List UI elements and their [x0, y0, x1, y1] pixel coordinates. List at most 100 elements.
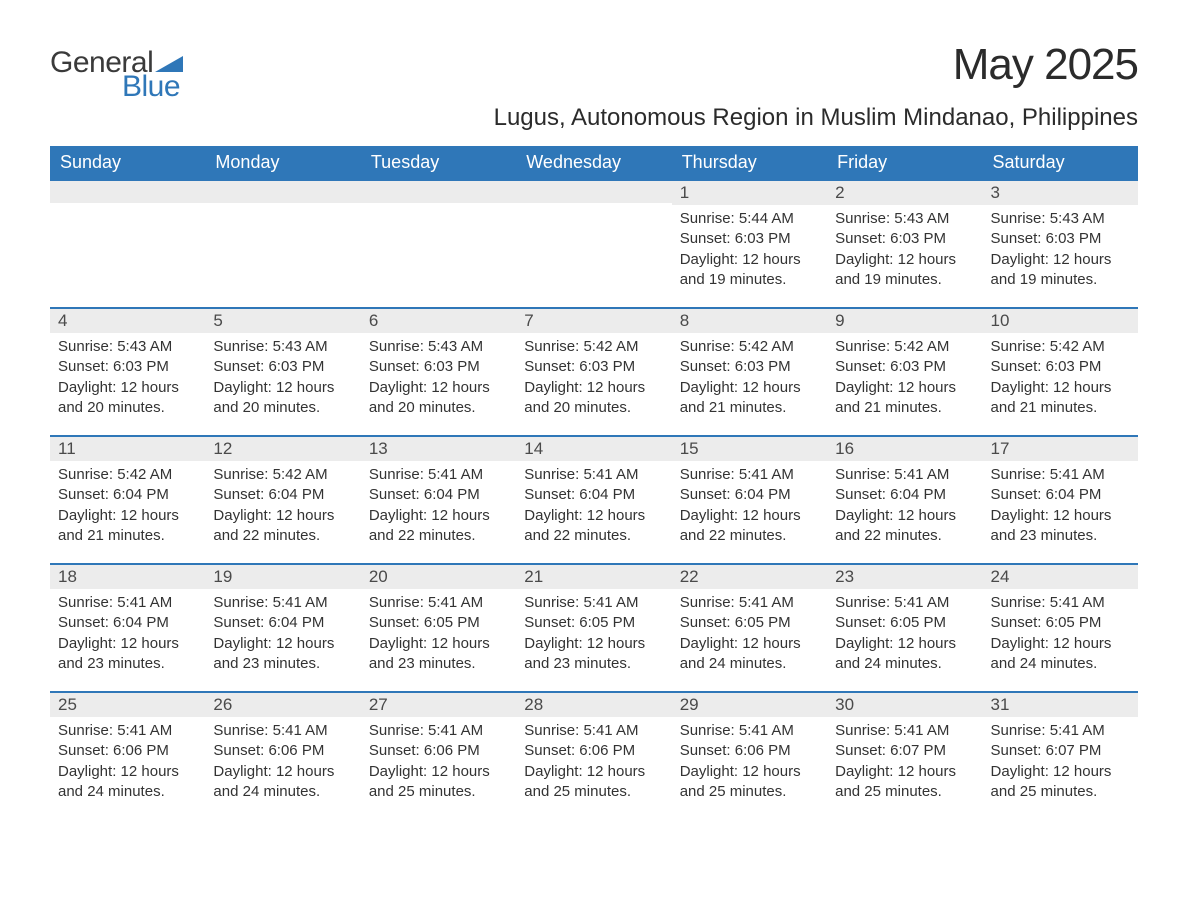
daylight-line2: and 23 minutes. — [369, 654, 508, 674]
calendar-week-row: 4Sunrise: 5:43 AMSunset: 6:03 PMDaylight… — [50, 307, 1138, 435]
daylight-line2: and 23 minutes. — [524, 654, 663, 674]
sunset-text: Sunset: 6:03 PM — [835, 229, 974, 249]
daylight-line1: Daylight: 12 hours — [680, 634, 819, 654]
day-body: Sunrise: 5:41 AMSunset: 6:07 PMDaylight:… — [827, 717, 982, 808]
day-body: Sunrise: 5:41 AMSunset: 6:05 PMDaylight:… — [983, 589, 1138, 680]
day-number: 6 — [361, 309, 516, 333]
day-body: Sunrise: 5:42 AMSunset: 6:04 PMDaylight:… — [205, 461, 360, 552]
daylight-line2: and 20 minutes. — [213, 398, 352, 418]
day-number-row: 17 — [983, 435, 1138, 461]
day-body: Sunrise: 5:42 AMSunset: 6:04 PMDaylight:… — [50, 461, 205, 552]
sunset-text: Sunset: 6:03 PM — [369, 357, 508, 377]
day-body: Sunrise: 5:42 AMSunset: 6:03 PMDaylight:… — [983, 333, 1138, 424]
weekday-header: Friday — [827, 146, 982, 179]
daylight-line2: and 21 minutes. — [991, 398, 1130, 418]
calendar-day-cell — [50, 179, 205, 307]
weekday-header: Sunday — [50, 146, 205, 179]
day-number: 24 — [983, 565, 1138, 589]
day-number-row: 10 — [983, 307, 1138, 333]
day-body: Sunrise: 5:41 AMSunset: 6:05 PMDaylight:… — [827, 589, 982, 680]
sunset-text: Sunset: 6:06 PM — [680, 741, 819, 761]
sunset-text: Sunset: 6:03 PM — [991, 229, 1130, 249]
day-number-row: 6 — [361, 307, 516, 333]
daylight-line2: and 21 minutes. — [58, 526, 197, 546]
calendar-header-row: SundayMondayTuesdayWednesdayThursdayFrid… — [50, 146, 1138, 179]
sunset-text: Sunset: 6:06 PM — [369, 741, 508, 761]
day-number: 7 — [516, 309, 671, 333]
day-body: Sunrise: 5:42 AMSunset: 6:03 PMDaylight:… — [827, 333, 982, 424]
day-number-row: 16 — [827, 435, 982, 461]
calendar-day-cell: 7Sunrise: 5:42 AMSunset: 6:03 PMDaylight… — [516, 307, 671, 435]
sunrise-text: Sunrise: 5:43 AM — [835, 209, 974, 229]
sunset-text: Sunset: 6:06 PM — [58, 741, 197, 761]
calendar-week-row: 25Sunrise: 5:41 AMSunset: 6:06 PMDayligh… — [50, 691, 1138, 819]
calendar-table: SundayMondayTuesdayWednesdayThursdayFrid… — [50, 146, 1138, 819]
daylight-line1: Daylight: 12 hours — [213, 762, 352, 782]
daylight-line2: and 22 minutes. — [213, 526, 352, 546]
sunrise-text: Sunrise: 5:41 AM — [213, 721, 352, 741]
daylight-line1: Daylight: 12 hours — [680, 506, 819, 526]
calendar-day-cell: 10Sunrise: 5:42 AMSunset: 6:03 PMDayligh… — [983, 307, 1138, 435]
sunrise-text: Sunrise: 5:41 AM — [58, 721, 197, 741]
calendar-day-cell: 20Sunrise: 5:41 AMSunset: 6:05 PMDayligh… — [361, 563, 516, 691]
calendar-day-cell: 6Sunrise: 5:43 AMSunset: 6:03 PMDaylight… — [361, 307, 516, 435]
day-body: Sunrise: 5:41 AMSunset: 6:04 PMDaylight:… — [516, 461, 671, 552]
sunset-text: Sunset: 6:03 PM — [680, 229, 819, 249]
day-number-row: 3 — [983, 179, 1138, 205]
day-number-row: 15 — [672, 435, 827, 461]
weekday-header: Saturday — [983, 146, 1138, 179]
sunrise-text: Sunrise: 5:44 AM — [680, 209, 819, 229]
sunset-text: Sunset: 6:07 PM — [991, 741, 1130, 761]
day-number-row: 26 — [205, 691, 360, 717]
day-body: Sunrise: 5:42 AMSunset: 6:03 PMDaylight:… — [516, 333, 671, 424]
day-body: Sunrise: 5:42 AMSunset: 6:03 PMDaylight:… — [672, 333, 827, 424]
day-number: 23 — [827, 565, 982, 589]
day-number: 18 — [50, 565, 205, 589]
sunset-text: Sunset: 6:03 PM — [524, 357, 663, 377]
page-header: General Blue May 2025 Lugus, Autonomous … — [50, 40, 1138, 142]
sunset-text: Sunset: 6:03 PM — [680, 357, 819, 377]
day-body: Sunrise: 5:43 AMSunset: 6:03 PMDaylight:… — [361, 333, 516, 424]
daylight-line1: Daylight: 12 hours — [524, 506, 663, 526]
sunrise-text: Sunrise: 5:41 AM — [991, 721, 1130, 741]
sunrise-text: Sunrise: 5:41 AM — [680, 465, 819, 485]
daylight-line1: Daylight: 12 hours — [58, 762, 197, 782]
day-body: Sunrise: 5:41 AMSunset: 6:04 PMDaylight:… — [983, 461, 1138, 552]
calendar-day-cell — [361, 179, 516, 307]
day-number: 14 — [516, 437, 671, 461]
sunset-text: Sunset: 6:06 PM — [213, 741, 352, 761]
day-body: Sunrise: 5:43 AMSunset: 6:03 PMDaylight:… — [50, 333, 205, 424]
day-number: 25 — [50, 693, 205, 717]
daylight-line1: Daylight: 12 hours — [835, 250, 974, 270]
sunrise-text: Sunrise: 5:41 AM — [524, 593, 663, 613]
calendar-day-cell: 9Sunrise: 5:42 AMSunset: 6:03 PMDaylight… — [827, 307, 982, 435]
daylight-line2: and 20 minutes. — [524, 398, 663, 418]
daylight-line2: and 23 minutes. — [58, 654, 197, 674]
sunset-text: Sunset: 6:07 PM — [835, 741, 974, 761]
sunrise-text: Sunrise: 5:41 AM — [680, 721, 819, 741]
daylight-line2: and 22 minutes. — [835, 526, 974, 546]
sunrise-text: Sunrise: 5:42 AM — [58, 465, 197, 485]
sunset-text: Sunset: 6:04 PM — [369, 485, 508, 505]
day-number-row: 5 — [205, 307, 360, 333]
day-number: 21 — [516, 565, 671, 589]
day-number-row: 13 — [361, 435, 516, 461]
daylight-line1: Daylight: 12 hours — [524, 634, 663, 654]
daylight-line1: Daylight: 12 hours — [58, 506, 197, 526]
day-body: Sunrise: 5:41 AMSunset: 6:04 PMDaylight:… — [50, 589, 205, 680]
daylight-line1: Daylight: 12 hours — [991, 250, 1130, 270]
day-body: Sunrise: 5:44 AMSunset: 6:03 PMDaylight:… — [672, 205, 827, 296]
sunset-text: Sunset: 6:05 PM — [991, 613, 1130, 633]
day-number-row: 1 — [672, 179, 827, 205]
sunset-text: Sunset: 6:03 PM — [213, 357, 352, 377]
daylight-line1: Daylight: 12 hours — [991, 506, 1130, 526]
calendar-day-cell: 27Sunrise: 5:41 AMSunset: 6:06 PMDayligh… — [361, 691, 516, 819]
day-body: Sunrise: 5:43 AMSunset: 6:03 PMDaylight:… — [983, 205, 1138, 296]
daylight-line2: and 25 minutes. — [369, 782, 508, 802]
day-number-row: 31 — [983, 691, 1138, 717]
sunrise-text: Sunrise: 5:42 AM — [991, 337, 1130, 357]
sunrise-text: Sunrise: 5:41 AM — [835, 721, 974, 741]
calendar-week-row: 1Sunrise: 5:44 AMSunset: 6:03 PMDaylight… — [50, 179, 1138, 307]
day-number-row: 14 — [516, 435, 671, 461]
daylight-line2: and 24 minutes. — [213, 782, 352, 802]
